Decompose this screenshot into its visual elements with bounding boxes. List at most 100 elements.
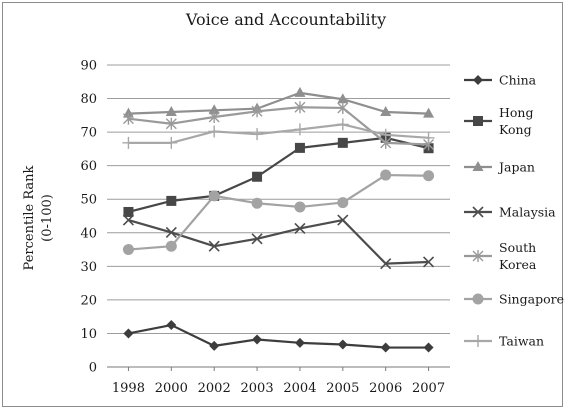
- legend-marker-hong-kong: [473, 116, 483, 126]
- series-malaysia: [122, 214, 435, 270]
- x-tick-label: 2003: [241, 381, 274, 396]
- legend-marker-china: [473, 75, 483, 85]
- data-point-taiwan: [208, 125, 221, 138]
- data-point-taiwan: [251, 128, 264, 141]
- data-point-taiwan: [422, 131, 435, 144]
- data-point-japan: [208, 104, 220, 115]
- series-line-south-korea: [128, 106, 429, 146]
- data-point-taiwan: [379, 128, 392, 141]
- legend-marker-singapore: [472, 293, 484, 305]
- data-point-hong-kong: [294, 142, 305, 153]
- data-point-malaysia: [337, 214, 349, 226]
- legend-item-south-korea: South Korea: [464, 240, 537, 272]
- data-point-japan: [423, 107, 435, 118]
- series-line-hong-kong: [128, 136, 429, 214]
- data-point-china: [423, 342, 434, 353]
- legend-label-hong-kong: Hong: [499, 105, 533, 120]
- data-point-singapore: [337, 197, 349, 209]
- series-line-japan: [128, 91, 429, 115]
- legend-label-singapore: Singapore: [499, 292, 564, 307]
- data-point-singapore: [208, 190, 220, 202]
- legend-item-china: China: [464, 73, 537, 88]
- data-point-china: [252, 334, 263, 345]
- x-tick-label: 2002: [198, 381, 231, 396]
- legend-item-japan: Japan: [464, 160, 535, 175]
- legend-marker-malaysia: [472, 206, 484, 218]
- data-point-taiwan: [293, 123, 306, 136]
- data-point-china: [294, 337, 305, 348]
- data-point-malaysia: [122, 214, 135, 226]
- data-point-hong-kong: [337, 137, 348, 148]
- data-point-china: [337, 339, 348, 350]
- y-axis-label-line-2: (0-100): [40, 194, 55, 242]
- legend-label-china: China: [499, 73, 537, 88]
- x-tick-label: 2006: [369, 381, 402, 396]
- legend-marker-south-korea: [472, 250, 484, 262]
- x-tick-label: 1998: [112, 381, 145, 396]
- data-point-japan: [165, 105, 177, 116]
- data-point-singapore: [380, 169, 392, 181]
- series-china: [123, 320, 434, 353]
- y-tick-label: 70: [80, 126, 97, 141]
- y-tick-label: 90: [80, 59, 97, 74]
- data-point-south-korea: [122, 112, 134, 125]
- data-point-singapore: [251, 197, 263, 209]
- data-point-south-korea: [294, 101, 306, 114]
- data-point-china: [123, 328, 134, 339]
- legend-label-malaysia: Malaysia: [499, 205, 556, 220]
- data-point-malaysia: [251, 233, 263, 245]
- legend-label-south-korea: Korea: [499, 257, 537, 272]
- data-point-malaysia: [294, 222, 306, 234]
- y-tick-label: 50: [80, 193, 97, 208]
- y-tick-label: 40: [80, 226, 97, 241]
- data-point-singapore: [294, 201, 306, 213]
- data-point-singapore: [165, 240, 177, 252]
- series-taiwan: [122, 118, 435, 149]
- series-line-singapore: [128, 173, 429, 251]
- data-point-south-korea: [208, 111, 220, 124]
- y-tick-label: 80: [80, 92, 97, 107]
- data-point-china: [380, 342, 391, 353]
- line-chart: Voice and Accountability 0 10 20 30 40 50 60 70…: [22, 10, 564, 396]
- chart-frame: Voice and Accountability 0 10 20 30 40 50 60 70…: [2, 2, 564, 407]
- series-singapore: [122, 169, 435, 256]
- series-line-china: [128, 323, 429, 349]
- legend-marker-japan: [472, 161, 484, 171]
- x-axis-ticks: 1998 2000 2002 2003 2004 2005 2006 2007: [112, 367, 445, 396]
- x-tick-label: 2005: [326, 381, 359, 396]
- y-axis-ticks: 0 10 20 30 40 50 60 70 80 90: [80, 59, 97, 376]
- series-line-taiwan: [128, 123, 429, 144]
- legend-marker-taiwan: [472, 335, 484, 347]
- y-tick-label: 10: [80, 327, 97, 342]
- data-point-singapore: [423, 170, 435, 182]
- data-point-japan: [294, 86, 306, 97]
- x-tick-label: 2007: [412, 381, 445, 396]
- data-point-japan: [337, 93, 349, 104]
- legend-label-hong-kong: Kong: [499, 122, 532, 137]
- y-axis-label-line-1: Percentile Rank: [22, 165, 37, 270]
- data-point-taiwan: [336, 118, 349, 131]
- data-point-malaysia: [208, 240, 220, 252]
- y-tick-label: 30: [80, 260, 97, 275]
- series-japan: [122, 86, 435, 118]
- legend-item-taiwan: Taiwan: [464, 334, 544, 349]
- data-point-hong-kong: [123, 206, 134, 217]
- data-point-south-korea: [165, 117, 177, 130]
- legend: China Hong Kong Japan Malaysia South Korea Sing…: [464, 73, 564, 349]
- data-point-malaysia: [165, 226, 177, 239]
- chart-title: Voice and Accountability: [185, 10, 386, 29]
- series-layer: [122, 86, 435, 353]
- data-point-china: [209, 340, 220, 351]
- x-tick-label: 2000: [155, 381, 188, 396]
- legend-label-taiwan: Taiwan: [499, 334, 544, 349]
- legend-item-singapore: Singapore: [464, 292, 564, 307]
- data-point-south-korea: [337, 101, 349, 114]
- legend-item-malaysia: Malaysia: [464, 205, 556, 220]
- x-tick-label: 2004: [283, 381, 316, 396]
- data-point-japan: [380, 105, 392, 116]
- y-axis-label: Percentile Rank (0-100): [22, 165, 55, 270]
- data-point-hong-kong: [166, 195, 177, 206]
- legend-item-hong-kong: Hong Kong: [464, 105, 533, 137]
- data-point-malaysia: [422, 256, 435, 268]
- data-point-singapore: [122, 244, 134, 256]
